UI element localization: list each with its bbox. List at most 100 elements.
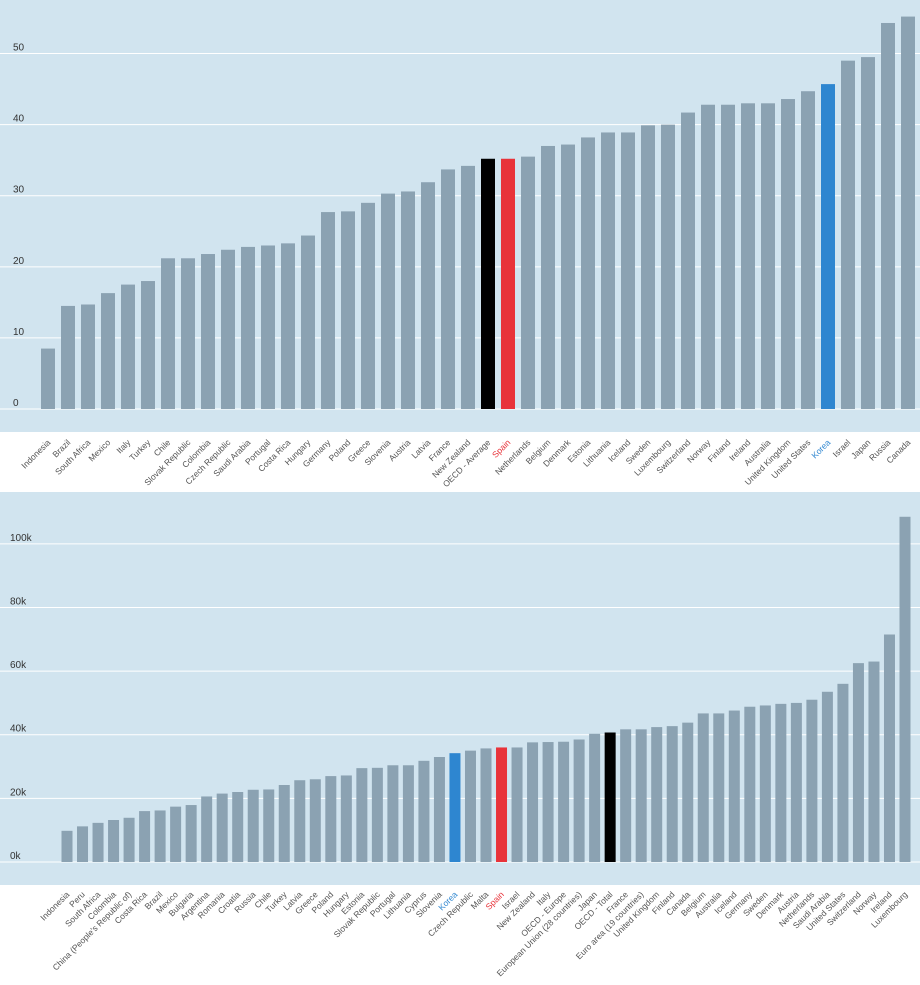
bottom-y-tick-label: 80k (10, 596, 27, 607)
bottom-bar-israel (511, 747, 523, 862)
bottom-bar-switzerland (852, 663, 864, 862)
bottom-bar-estonia (356, 768, 368, 862)
bottom-bar-argentina (201, 796, 213, 862)
top-bar-chile (161, 258, 175, 409)
top-bar-greece (361, 202, 375, 409)
bottom-bar-european-union-28-countries (573, 739, 585, 862)
bottom-bar-denmark (775, 703, 787, 862)
bottom-bar-ireland (883, 634, 895, 862)
bottom-bar-sweden (759, 705, 771, 862)
top-x-tick-label: Israel (831, 437, 853, 459)
top-bar-czech-republic (221, 249, 235, 409)
bottom-bar-canada (682, 722, 694, 862)
top-bar-finland (721, 104, 735, 410)
bottom-bar-korea (449, 753, 461, 862)
bottom-bar-colombia (108, 820, 120, 862)
top-x-tick-label: Austria (387, 437, 413, 463)
top-x-tick-label: Korea (809, 437, 832, 460)
top-bar-poland (341, 211, 355, 409)
top-y-tick-label: 0 (13, 398, 19, 409)
bottom-bar-euro-area-19-countries (635, 729, 647, 862)
bottom-bar-oecd-total (604, 732, 616, 862)
top-bar-denmark (561, 144, 575, 410)
top-bar-estonia (581, 137, 595, 409)
top-bar-costa-rica (281, 243, 295, 409)
top-bar-south-africa (81, 304, 95, 409)
bottom-bar-oecd-europe (558, 741, 570, 862)
bottom-bar-united-kingdom (651, 727, 663, 862)
bottom-y-tick-label: 40k (10, 724, 27, 735)
top-y-tick-label: 20 (13, 256, 25, 267)
top-bar-italy (121, 284, 135, 409)
top-bar-united-kingdom (781, 99, 795, 409)
bottom-bar-luxembourg (899, 516, 911, 862)
bottom-bar-slovenia (433, 757, 445, 862)
top-bar-saudi-arabia (241, 246, 255, 409)
chart-panel-top: 0 10 20 30 40 50 Indonesia Brazil South Africa Me… (0, 0, 920, 490)
bottom-bar-united-states (837, 683, 849, 862)
top-y-tick-label: 30 (13, 185, 25, 196)
bottom-bar-japan (589, 733, 601, 862)
bottom-bar-lithuania (402, 765, 414, 862)
top-bar-belgium (541, 145, 555, 410)
top-bar-mexico (101, 293, 115, 409)
bottom-bar-saudi-arabia (821, 691, 833, 862)
bottom-bar-cyprus (418, 760, 430, 862)
bottom-bar-poland (325, 776, 337, 862)
top-bar-latvia (421, 182, 435, 409)
top-bar-spain (501, 158, 515, 409)
chart-panel-bottom: 0k 20k 40k 60k 80k 100k Indonesia Peru South Afr… (0, 492, 920, 985)
top-bar-norway (701, 104, 715, 410)
top-bar-new-zealand (461, 165, 475, 409)
top-bar-slovak-republic (181, 258, 195, 409)
bottom-bar-turkey (278, 785, 290, 862)
bottom-bar-france (620, 729, 632, 862)
bottom-bar-greece (309, 779, 321, 862)
bottom-bar-austria (790, 702, 802, 862)
top-bar-indonesia (41, 348, 55, 409)
top-bar-hungary (301, 235, 315, 409)
bottom-bar-latvia (294, 780, 306, 862)
top-bar-japan (861, 57, 875, 409)
bottom-bar-hungary (340, 775, 352, 862)
top-bar-brazil (61, 305, 75, 409)
top-bar-russia (881, 22, 895, 409)
top-y-tick-label: 10 (13, 327, 25, 338)
bottom-bar-peru (77, 826, 89, 862)
bottom-bar-belgium (697, 713, 709, 862)
top-bar-australia (761, 103, 775, 410)
bottom-bar-iceland (728, 710, 740, 862)
bottom-bar-malta (480, 748, 492, 862)
bottom-bar-spain (496, 747, 508, 862)
top-bar-korea (821, 84, 835, 409)
top-bar-netherlands (521, 156, 535, 409)
top-bar-united-states (801, 91, 815, 409)
top-bar-canada (901, 16, 915, 409)
bottom-y-tick-label: 60k (10, 660, 27, 671)
top-y-tick-label: 50 (13, 43, 25, 54)
top-bar-switzerland (681, 112, 695, 410)
bottom-bar-china-people-s-republic-of (123, 817, 135, 862)
top-bar-france (441, 169, 455, 409)
top-bar-austria (401, 191, 415, 409)
bottom-bar-costa-rica (139, 811, 151, 862)
top-x-tick-label: Turkey (127, 437, 153, 463)
top-x-tick-label: Indonesia (19, 437, 52, 470)
bottom-bar-mexico (170, 806, 182, 862)
bottom-y-tick-label: 100k (10, 533, 33, 544)
top-y-tick-label: 40 (13, 114, 25, 125)
top-bar-lithuania (601, 132, 615, 409)
top-bar-israel (841, 60, 855, 410)
top-bar-germany (321, 212, 335, 409)
top-bar-slovenia (381, 193, 395, 409)
bottom-bar-south-africa (92, 822, 104, 862)
bottom-bar-chile (263, 789, 275, 862)
top-bar-turkey (141, 281, 155, 409)
top-bar-sweden (641, 125, 655, 409)
bottom-bar-russia (247, 789, 259, 862)
bottom-bar-brazil (154, 810, 166, 862)
bottom-bar-portugal (387, 765, 399, 862)
bottom-y-tick-label: 0k (10, 851, 22, 862)
